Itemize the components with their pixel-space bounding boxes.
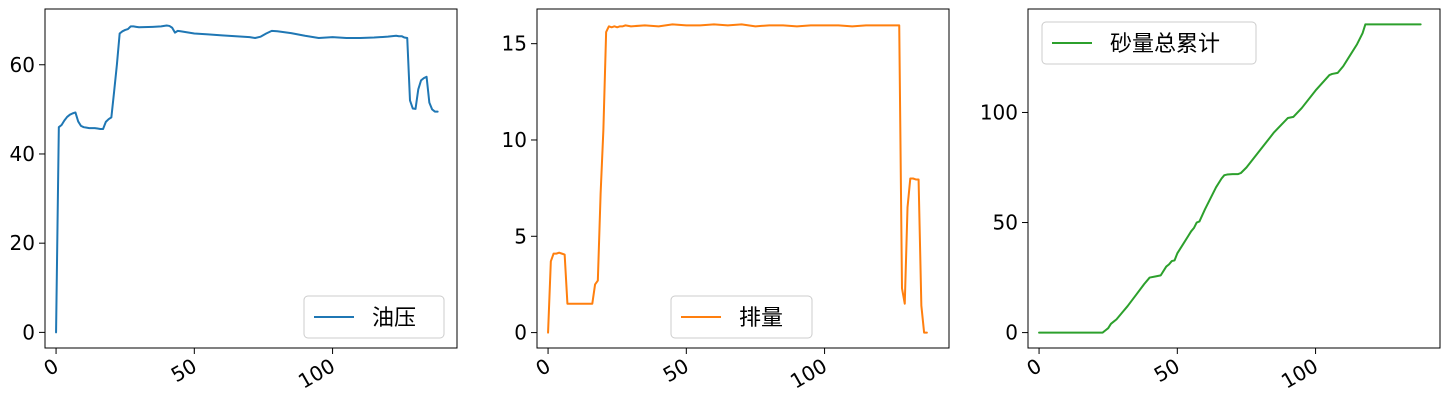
y-tick-label: 60 — [10, 53, 35, 77]
axes-frame — [44, 8, 458, 349]
legend-label: 油压 — [372, 306, 416, 331]
legend: 砂量总累计 — [1041, 21, 1257, 65]
x-tick-label: 50 — [167, 354, 201, 388]
axes-frame — [1027, 8, 1441, 349]
x-tick-label: 50 — [1150, 354, 1184, 388]
legend-label: 砂量总累计 — [1110, 32, 1220, 57]
axes-frame — [536, 8, 950, 349]
x-tick-label: 0 — [532, 354, 555, 381]
y-tick-label: 0 — [514, 321, 527, 345]
y-tick-label: 15 — [502, 32, 527, 56]
legend-box — [670, 295, 813, 339]
x-tick-label: 0 — [1023, 354, 1046, 381]
x-tick-label: 100 — [1277, 354, 1322, 394]
x-tick-label: 100 — [786, 354, 831, 394]
y-tick-label: 0 — [22, 320, 35, 344]
y-tick-label: 50 — [993, 211, 1018, 235]
chart-panel-3: 0 50 100 0 50 100 砂量总累计 — [980, 8, 1441, 394]
y-tick-label: 20 — [10, 231, 35, 255]
legend-box — [303, 295, 445, 339]
series-line-1 — [1038, 23, 1422, 334]
series-line-1 — [55, 24, 439, 334]
y-tick-label: 0 — [1005, 321, 1018, 345]
chart-panel-1: 0 20 40 60 0 50 100 油压 — [10, 8, 458, 394]
legend: 排量 — [670, 295, 813, 339]
y-tick-label: 10 — [502, 128, 527, 152]
y-tick-label: 100 — [980, 100, 1018, 124]
x-tick-label: 50 — [659, 354, 693, 388]
y-tick-label: 5 — [514, 224, 527, 248]
series-line-1 — [547, 23, 928, 334]
legend-label: 排量 — [739, 306, 783, 331]
legend-box — [1041, 21, 1257, 65]
x-tick-label: 100 — [294, 354, 339, 394]
y-tick-label: 40 — [10, 142, 35, 166]
legend: 油压 — [303, 295, 445, 339]
x-tick-label: 0 — [40, 354, 63, 381]
